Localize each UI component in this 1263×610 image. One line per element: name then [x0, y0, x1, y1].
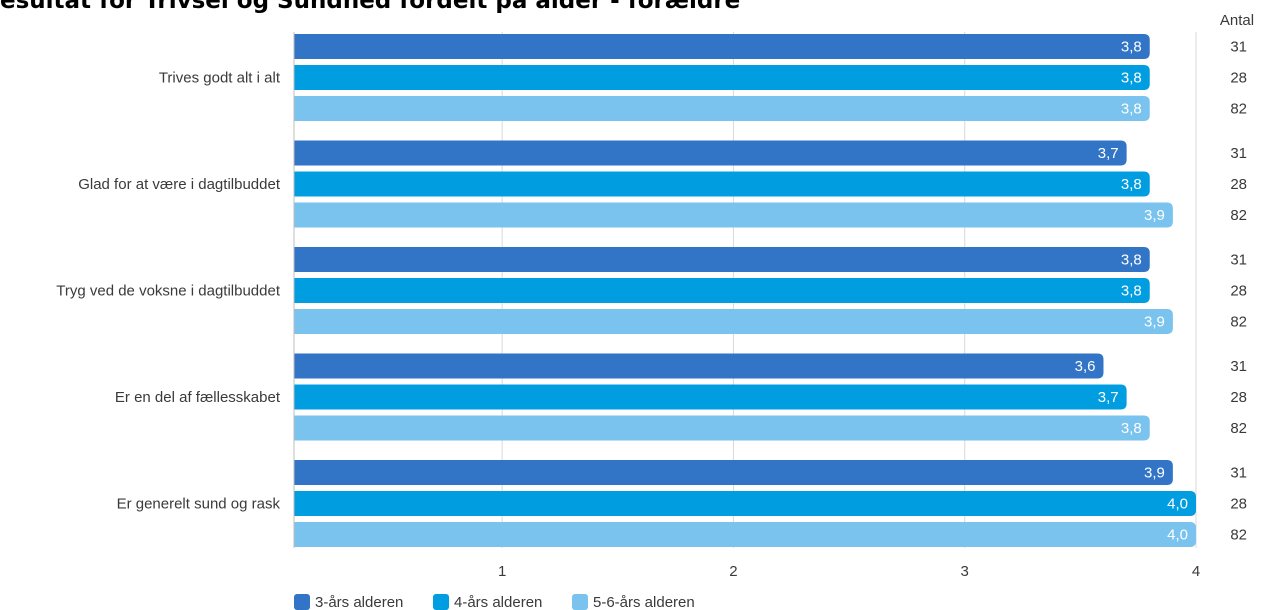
bar [294, 247, 1150, 272]
count-label: 28 [1230, 70, 1247, 87]
data-label: 3,7 [1098, 389, 1119, 406]
data-label: 4,0 [1167, 496, 1188, 513]
count-label: 31 [1230, 252, 1247, 269]
legend-swatch [294, 594, 310, 610]
bar [294, 34, 1150, 59]
bar [294, 140, 1127, 166]
data-label: 3,8 [1121, 420, 1142, 437]
bar [294, 65, 1150, 90]
data-label: 4,0 [1167, 527, 1188, 544]
category-label: Glad for at være i dagtilbuddet [78, 176, 281, 193]
bar [294, 171, 1150, 197]
data-label: 3,9 [1144, 314, 1165, 331]
category-label: Trives godt alt i alt [159, 70, 281, 87]
category-label: Er generelt sund og rask [117, 496, 281, 513]
bar [294, 522, 1196, 547]
bar [294, 460, 1173, 485]
count-label: 82 [1230, 207, 1247, 224]
count-label: 28 [1230, 496, 1247, 513]
bar [294, 96, 1150, 121]
count-label: 82 [1230, 314, 1247, 331]
count-label: 82 [1230, 101, 1247, 118]
count-label: 28 [1230, 283, 1247, 300]
legend-label: 3-års alderen [315, 594, 403, 610]
x-tick-label: 4 [1192, 563, 1200, 580]
data-label: 3,8 [1121, 283, 1142, 300]
data-label: 3,8 [1121, 252, 1142, 269]
count-header: Antal [1220, 12, 1254, 29]
legend: 3-års alderen 4-års alderen 5-6-års aldere… [294, 594, 695, 610]
count-label: 28 [1230, 176, 1247, 193]
category-label: Er en del af fællesskabet [115, 389, 281, 406]
legend-swatch [572, 594, 588, 610]
axes: 1 2 3 4 [293, 32, 1200, 580]
chart-title: esultat for Trivsel og Sundhed fordelt p… [0, 0, 741, 14]
bar [294, 353, 1104, 379]
x-tick-label: 3 [961, 563, 969, 580]
x-tick-label: 1 [498, 563, 506, 580]
x-tick-label: 2 [729, 563, 737, 580]
legend-label: 5-6-års alderen [593, 594, 695, 610]
category-label: Tryg ved de voksne i dagtilbuddet [56, 283, 281, 300]
labels: Antal Trives godt alt i alt 3,8 31 3,8 28 3,8 8… [56, 12, 1254, 544]
data-label: 3,8 [1121, 39, 1142, 56]
bar [294, 202, 1173, 228]
count-label: 31 [1230, 39, 1247, 56]
data-label: 3,6 [1075, 358, 1096, 375]
data-label: 3,8 [1121, 70, 1142, 87]
bar [294, 415, 1150, 441]
data-label: 3,9 [1144, 465, 1165, 482]
count-label: 31 [1230, 358, 1247, 375]
legend-label: 4-års alderen [454, 594, 542, 610]
bar [294, 278, 1150, 303]
count-label: 28 [1230, 389, 1247, 406]
count-label: 82 [1230, 527, 1247, 544]
bar [294, 384, 1127, 410]
data-label: 3,7 [1098, 145, 1119, 162]
legend-swatch [433, 594, 449, 610]
data-label: 3,9 [1144, 207, 1165, 224]
count-label: 31 [1230, 145, 1247, 162]
data-label: 3,8 [1121, 101, 1142, 118]
bar [294, 309, 1173, 334]
count-label: 82 [1230, 420, 1247, 437]
bar [294, 491, 1196, 516]
bars [294, 34, 1196, 547]
data-label: 3,8 [1121, 176, 1142, 193]
count-label: 31 [1230, 465, 1247, 482]
